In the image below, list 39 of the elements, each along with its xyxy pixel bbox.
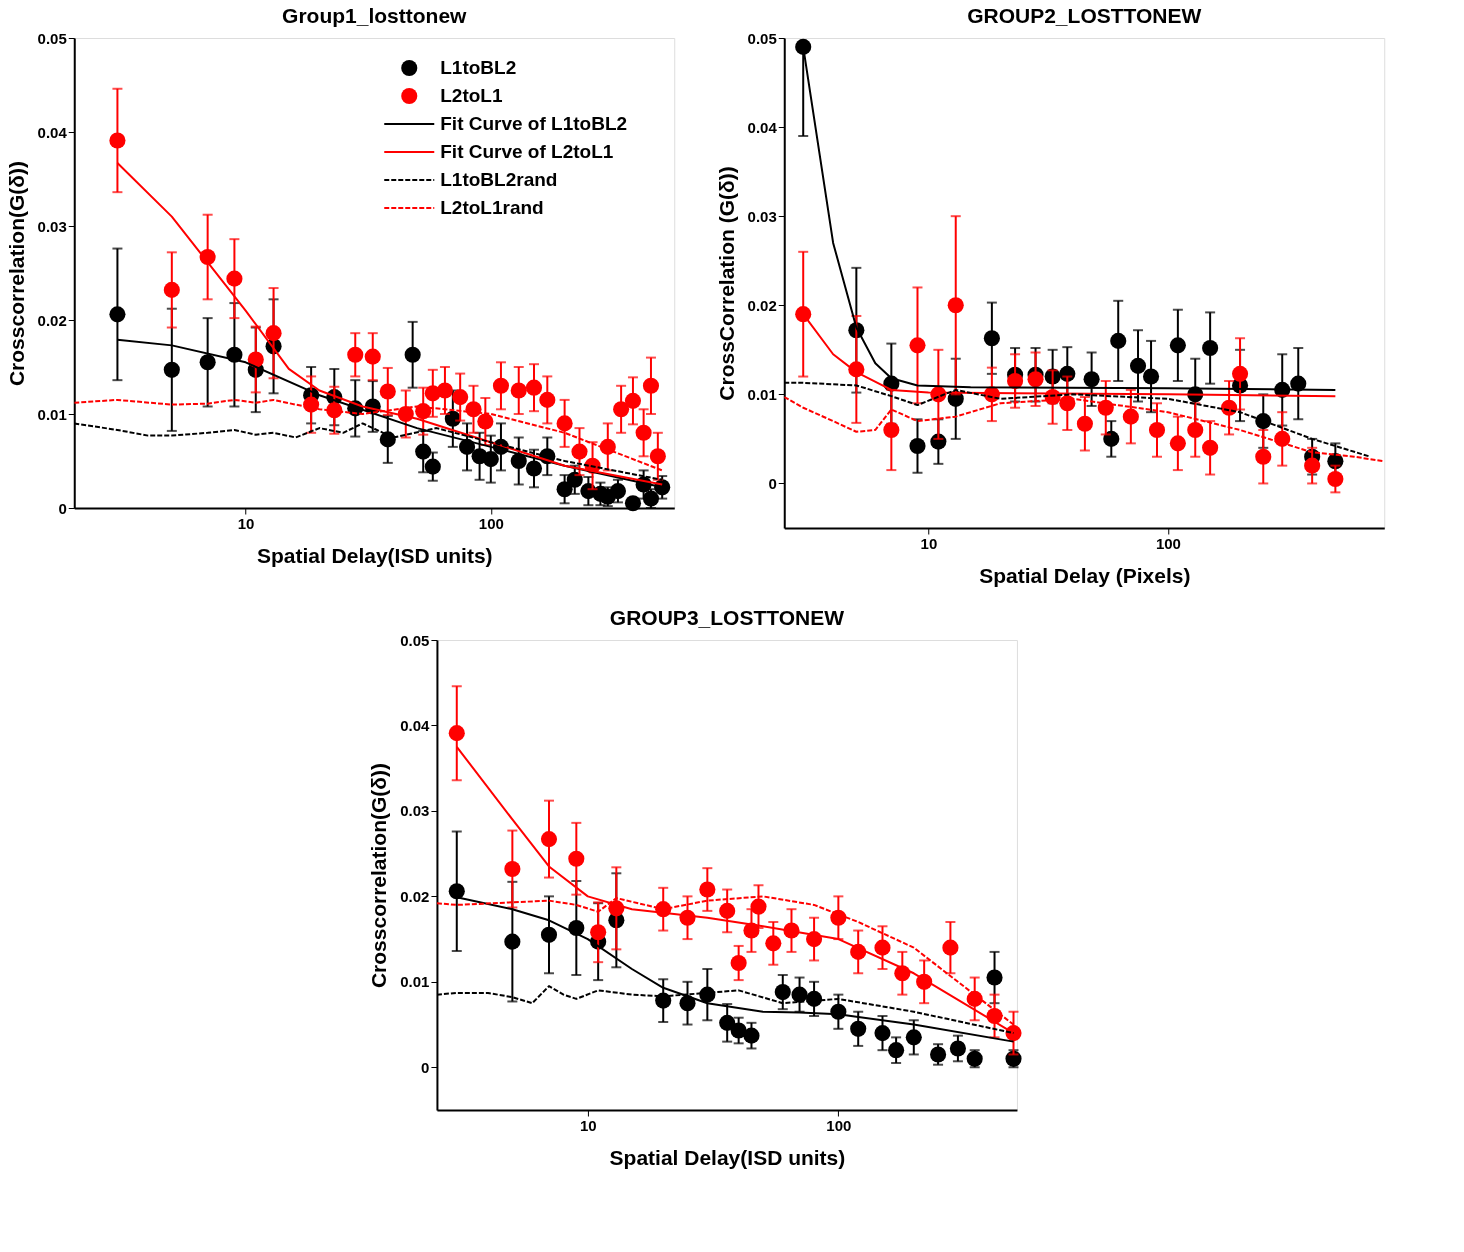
y-tick-label: 0.05 (37, 29, 67, 47)
y-tick-label: 0.02 (37, 311, 67, 329)
y-tick-label: 0.01 (747, 385, 777, 403)
x-tick-label: 100 (1155, 534, 1181, 552)
x-tick-label: 10 (920, 534, 938, 552)
x-axis-title: Spatial Delay (Pixels) (979, 563, 1191, 587)
y-tick-label: 0.05 (747, 29, 777, 47)
y-tick-label: 0 (768, 474, 777, 492)
chart-title: GROUP3_LOSTTONEW (609, 606, 845, 629)
legend-label: L1toBL2rand (440, 169, 558, 190)
y-tick-label: 0.04 (400, 716, 431, 734)
legend-label: L1toBL2 (440, 57, 517, 78)
y-tick-label: 0.04 (747, 118, 778, 136)
y-tick-label: 0.02 (400, 887, 430, 905)
legend-label: L2toL1rand (440, 197, 544, 218)
y-tick-label: 0.03 (37, 217, 67, 235)
y-axis-title: Crosscorrelation(G(δ)) (4, 160, 28, 387)
y-tick-label: 0 (58, 499, 67, 517)
x-axis-title: Spatial Delay(ISD units) (256, 543, 493, 567)
x-axis-title: Spatial Delay(ISD units) (609, 1145, 846, 1169)
chart-title: Group1_losttonew (282, 4, 468, 27)
y-tick-label: 0.02 (747, 296, 777, 314)
chart-title: GROUP2_LOSTTONEW (967, 4, 1202, 27)
legend-label: Fit Curve of L1toBL2 (440, 113, 628, 134)
legend-label: L2toL1 (440, 85, 503, 106)
y-tick-label: 0.05 (400, 631, 430, 649)
y-axis-title: CrossCorrelation (G(δ)) (714, 166, 738, 401)
y-tick-label: 0.03 (747, 207, 777, 225)
x-tick-label: 10 (579, 1116, 597, 1134)
y-tick-label: 0.04 (37, 123, 68, 141)
y-axis-title: Crosscorrelation(G(δ)) (367, 762, 391, 989)
y-tick-label: 0.01 (37, 405, 67, 423)
y-tick-label: 0.01 (400, 973, 430, 991)
x-tick-label: 100 (478, 514, 504, 532)
x-tick-label: 100 (826, 1116, 852, 1134)
legend-label: Fit Curve of L2toL1 (440, 141, 614, 162)
y-tick-label: 0.03 (400, 802, 430, 820)
y-tick-label: 0 (421, 1058, 430, 1076)
x-tick-label: 10 (237, 514, 255, 532)
